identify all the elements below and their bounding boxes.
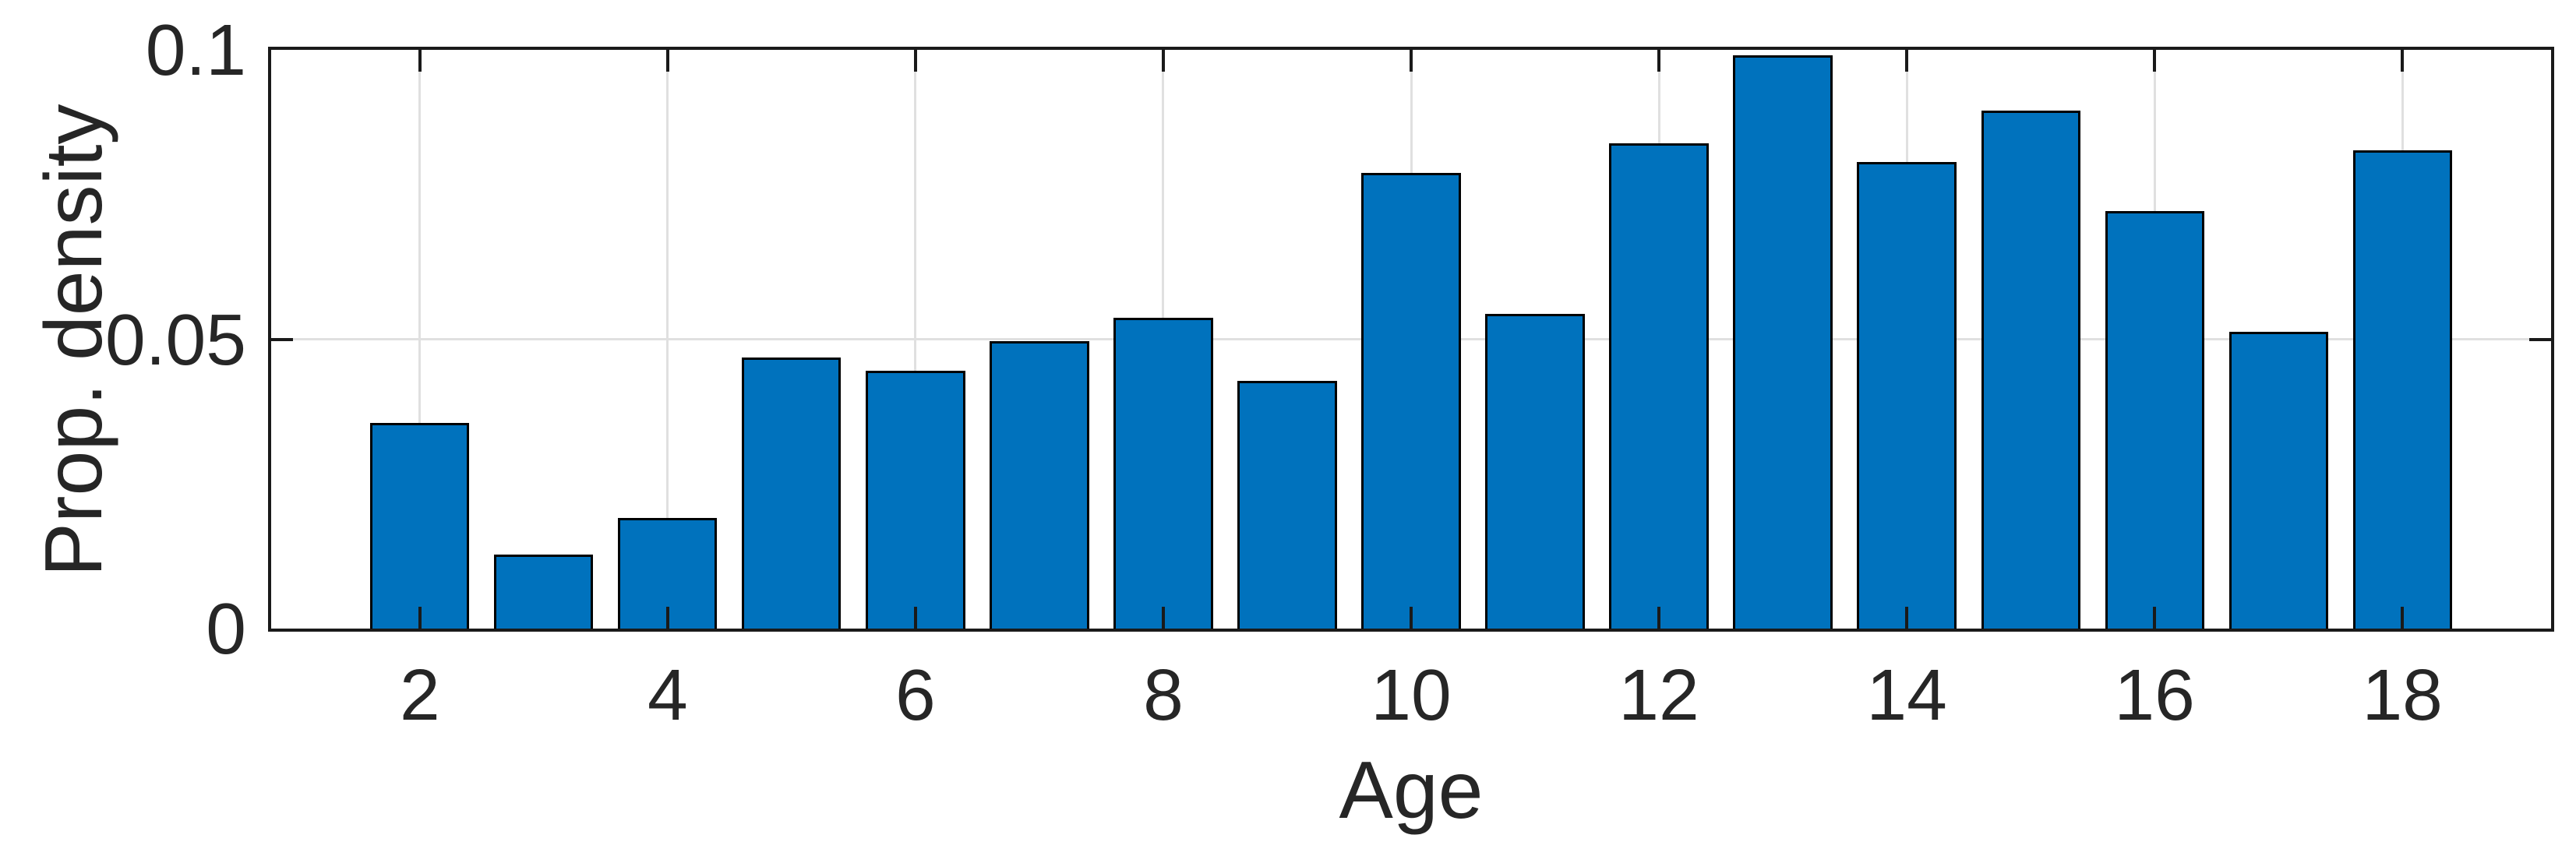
x-tick-label-6: 6	[895, 654, 936, 735]
x-tick-label-10: 10	[1371, 654, 1452, 735]
x-tick-mark	[913, 50, 917, 72]
x-tick-mark	[2153, 607, 2157, 629]
bar-age-9	[1237, 381, 1337, 629]
bar-age-14	[1857, 162, 1957, 629]
x-tick-mark	[1410, 50, 1413, 72]
x-tick-mark	[1657, 607, 1661, 629]
x-tick-label-8: 8	[1143, 654, 1184, 735]
x-tick-mark	[418, 607, 422, 629]
x-tick-mark	[1161, 607, 1165, 629]
bar-age-6	[866, 371, 965, 629]
x-axis-label: Age	[1339, 745, 1484, 836]
bar-age-12	[1609, 143, 1709, 629]
x-tick-mark	[665, 607, 669, 629]
x-tick-mark	[2401, 607, 2405, 629]
x-tick-label-4: 4	[647, 654, 688, 735]
y-tick-label-0.05: 0.05	[104, 298, 246, 380]
x-tick-mark	[418, 50, 422, 72]
bar-age-18	[2352, 150, 2452, 629]
bar-age-5	[742, 358, 842, 629]
bar-age-11	[1485, 313, 1585, 629]
bar-age-13	[1733, 55, 1833, 629]
x-tick-label-12: 12	[1618, 654, 1699, 735]
x-tick-mark	[2153, 50, 2157, 72]
x-tick-mark	[1905, 50, 1909, 72]
x-tick-mark	[1161, 50, 1165, 72]
x-tick-mark	[1410, 607, 1413, 629]
x-tick-mark	[665, 50, 669, 72]
plot-area	[268, 47, 2554, 632]
bar-age-7	[990, 340, 1089, 629]
bar-age-17	[2228, 331, 2328, 629]
x-tick-label-18: 18	[2362, 654, 2443, 735]
bar-age-10	[1361, 172, 1461, 629]
x-tick-label-16: 16	[2114, 654, 2195, 735]
bar-age-15	[1981, 111, 2080, 629]
y-tick-mark	[2529, 337, 2551, 341]
x-tick-mark	[1905, 607, 1909, 629]
y-tick-label-0.1: 0.1	[145, 9, 246, 90]
bar-age-8	[1113, 318, 1213, 629]
x-tick-label-2: 2	[399, 654, 440, 735]
bar-age-2	[370, 423, 470, 629]
y-tick-mark	[271, 337, 293, 341]
x-tick-label-14: 14	[1866, 654, 1947, 735]
x-tick-mark	[2401, 50, 2405, 72]
x-tick-mark	[1657, 50, 1661, 72]
y-tick-label-0: 0	[206, 588, 246, 669]
bar-age-3	[494, 554, 594, 629]
x-tick-mark	[913, 607, 917, 629]
bar-age-16	[2105, 210, 2204, 629]
